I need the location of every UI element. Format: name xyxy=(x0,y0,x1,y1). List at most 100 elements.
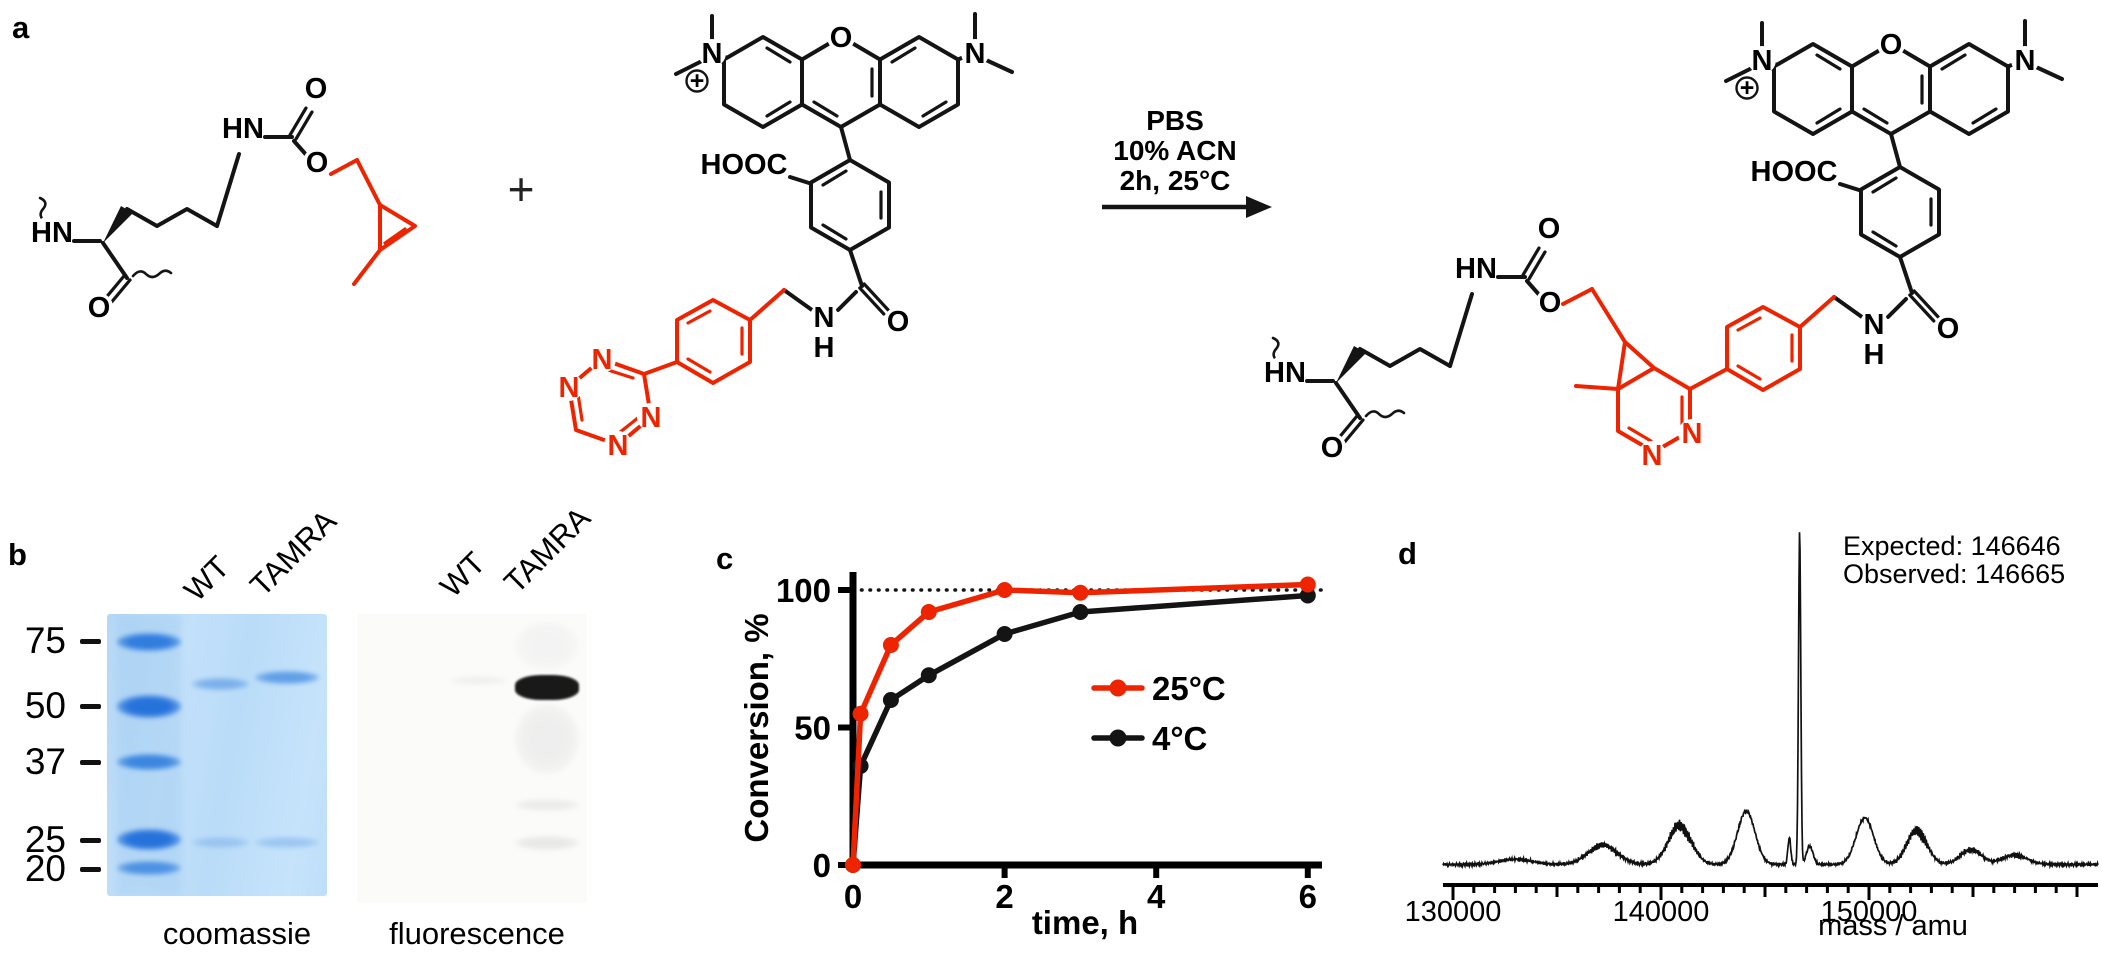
gel-band-TAMRA xyxy=(515,704,579,774)
xanthene-O-label: O xyxy=(1880,29,1903,61)
fluorescence-gel-image xyxy=(357,614,587,903)
reaction-scheme: HN HN O O O + xyxy=(31,12,2064,472)
x-axis-title: mass / amu xyxy=(1818,910,1968,942)
gel-band-TAMRA xyxy=(515,836,579,850)
gel-band-TAMRA xyxy=(255,671,319,684)
gel-band-WT xyxy=(192,837,249,848)
amide-N-label: N xyxy=(1864,309,1885,341)
legend-marker xyxy=(1109,679,1127,697)
mw-marker-label: 37 xyxy=(24,741,66,782)
x-tick-label: 130000 xyxy=(1405,896,1502,928)
spectrum-trace xyxy=(1442,532,2099,870)
dimethylamino-N-label: N xyxy=(2015,45,2036,77)
x-tick-label: 2 xyxy=(995,878,1013,915)
y-tick-label: 100 xyxy=(776,572,831,609)
tamra-tetrazine-structure: O N + N HOOC O N H N N N xyxy=(555,12,1014,462)
lane-label-WT: WT xyxy=(433,545,493,604)
carboxylic-HOOC-label: HOOC xyxy=(1751,156,1838,188)
mw-marker-label: 20 xyxy=(24,848,66,889)
amide-O-label: O xyxy=(88,292,111,324)
ester-O-label: O xyxy=(1539,287,1562,319)
x-tick-label: 140000 xyxy=(1613,896,1710,928)
mw-marker-dash xyxy=(80,838,101,843)
pyridazine-N-label: N xyxy=(1642,440,1663,472)
data-point-4°C xyxy=(882,692,899,708)
amide-O-label: O xyxy=(887,306,910,338)
legend-marker xyxy=(1109,729,1127,747)
condition-solvent: PBS xyxy=(1146,105,1204,136)
reaction-conditions: PBS 10% ACN 2h, 25°C xyxy=(1113,105,1236,196)
coomassie-gel-image xyxy=(107,614,327,896)
gel-band-ladder xyxy=(117,754,181,770)
gel-band-ladder xyxy=(117,695,181,718)
gel-band-ladder xyxy=(117,829,181,850)
data-point-25°C xyxy=(845,857,861,873)
gel-band-TAMRA xyxy=(515,675,579,700)
carbamate-HN-label: HN xyxy=(1455,253,1497,285)
y-axis-title: Conversion, % xyxy=(738,613,775,842)
series-line-4°C xyxy=(850,592,1311,868)
plus-charge-label: + xyxy=(690,67,705,95)
tetrazine-N-label: N xyxy=(592,344,613,376)
mw-marker-dash xyxy=(80,760,101,765)
data-point-4°C xyxy=(1072,604,1089,620)
amide-H-label: H xyxy=(1864,339,1885,371)
legend-label-4°C: 4°C xyxy=(1152,720,1207,757)
tamra-core: O N + N HOOC O N H xyxy=(674,12,1014,385)
gel-band-WT xyxy=(192,678,249,690)
reaction-arrow xyxy=(1102,196,1272,218)
tetrazine-group: N N N N xyxy=(555,344,679,462)
product-structure: HN HN O O O N xyxy=(1264,19,2064,472)
pyridazine-N-label: N xyxy=(1682,418,1703,450)
data-point-25°C xyxy=(882,637,899,653)
carboxylic-HOOC-label: HOOC xyxy=(701,149,788,181)
mass-spectrum: Expected: 146646 Observed: 146665 mass /… xyxy=(1405,531,2099,942)
carbamate-HN-label: HN xyxy=(222,113,264,145)
gel-band-ladder xyxy=(117,861,181,875)
gel-band-WT xyxy=(450,676,507,685)
panel-c-label: c xyxy=(716,541,734,576)
x-tick-label: 0 xyxy=(844,878,862,915)
benzyl-phenyl-red xyxy=(675,288,786,385)
xanthene-O-label: O xyxy=(830,22,853,54)
plus-sign: + xyxy=(508,163,535,215)
tetrazine-N-label: N xyxy=(641,402,662,434)
y-tick-label: 50 xyxy=(794,710,831,747)
gel-band-TAMRA xyxy=(515,622,579,670)
gel-band-TAMRA xyxy=(255,837,319,848)
condition-cosolvent: 10% ACN xyxy=(1113,135,1236,166)
x-tick-label: 4 xyxy=(1147,878,1166,915)
mw-marker-dash xyxy=(80,704,101,709)
mw-marker-label: 50 xyxy=(24,685,66,726)
x-tick-label: 6 xyxy=(1299,878,1317,915)
lane-label-TAMRA: TAMRA xyxy=(243,503,344,603)
expected-mass-annotation: Expected: 146646 xyxy=(1843,531,2061,561)
data-point-25°C xyxy=(920,604,937,620)
x-tick-label: 150000 xyxy=(1821,896,1918,928)
mw-marker-dash xyxy=(80,867,101,872)
iminium-N-label: N xyxy=(702,38,723,70)
lane-label-WT: WT xyxy=(177,549,237,608)
panel-d-label: d xyxy=(1398,536,1417,571)
stereo-wedge-bond xyxy=(103,206,133,243)
amide-H-label: H xyxy=(814,332,835,364)
amine-HN-label: HN xyxy=(1264,357,1306,389)
tamra-core: O N + N HOOC O N H xyxy=(1724,19,2064,392)
y-tick-label: 0 xyxy=(813,847,831,884)
legend-label-25°C: 25°C xyxy=(1152,670,1226,707)
coomassie-caption: coomassie xyxy=(162,916,312,951)
amide-O-label: O xyxy=(1321,432,1344,464)
amine-HN-label: HN xyxy=(31,217,73,249)
pyridazine-cyclopropane-group: N N xyxy=(1561,287,1729,472)
x-axis-title: time, h xyxy=(1032,904,1138,941)
gel-band-TAMRA xyxy=(515,799,579,811)
lysine-cyclopropene-structure: HN HN O O O xyxy=(31,73,417,324)
data-point-4°C xyxy=(996,626,1013,642)
plus-charge-label: + xyxy=(1740,74,1755,102)
conversion-chart: Conversion, % time, h 0 50 100 0 2 4 6 25°C 4°C xyxy=(738,572,1324,941)
condition-time-temp: 2h, 25°C xyxy=(1120,165,1231,196)
panel-a-label: a xyxy=(12,10,30,45)
amide-N-label: N xyxy=(814,302,835,334)
series-line-25°C xyxy=(850,581,1311,868)
